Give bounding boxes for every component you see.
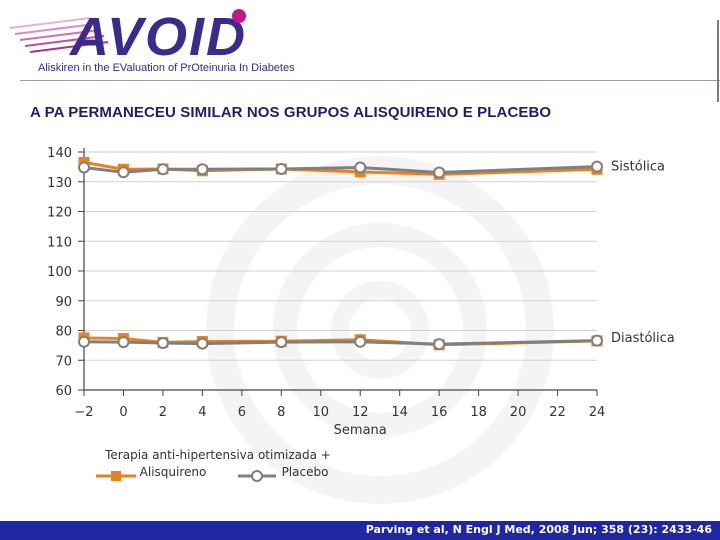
x-tick-label: 6 — [238, 405, 246, 420]
x-tick-label: 10 — [312, 405, 329, 420]
y-tick-label: 140 — [47, 146, 72, 161]
logo-subtitle: Aliskiren in the EValuation of PrOteinur… — [38, 62, 295, 74]
series-markers — [78, 156, 603, 351]
data-point-placebo — [591, 160, 603, 173]
data-point-placebo — [433, 166, 446, 179]
data-point-placebo — [354, 161, 367, 174]
data-point-placebo — [354, 335, 367, 348]
group-label: Sistólica — [611, 159, 665, 174]
y-tick-label: 90 — [55, 295, 72, 310]
logo-banner: AVOID — [0, 0, 720, 80]
data-point-placebo — [78, 161, 90, 174]
x-tick-label: 14 — [391, 405, 408, 420]
x-tick-label: 24 — [589, 405, 606, 420]
x-tick-label: 18 — [470, 405, 487, 420]
legend: Terapia anti-hipertensiva otimizada + Al… — [96, 448, 331, 482]
group-label: Diastólica — [611, 331, 675, 346]
logo-i-dot — [232, 9, 246, 23]
legend-marker-placebo — [251, 470, 263, 482]
data-point-placebo — [117, 166, 130, 179]
series-line-placebo — [83, 165, 598, 175]
x-tick-label: 0 — [119, 405, 127, 420]
logo-swoosh-lines — [9, 17, 109, 53]
footer-citation: Parving et al, N Engl J Med, 2008 Jun; 3… — [365, 523, 712, 536]
x-tick-label: 16 — [431, 405, 448, 420]
slide-title: A PA PERMANECEU SIMILAR NOS GRUPOS ALISQ… — [30, 104, 552, 121]
y-tick-label: 130 — [47, 176, 72, 191]
data-point-placebo — [275, 162, 288, 175]
x-tick-label: 8 — [277, 405, 285, 420]
data-point-placebo — [78, 335, 90, 348]
x-tick-label: 4 — [198, 405, 206, 420]
x-axis-label: Semana — [334, 423, 387, 438]
y-tick-label: 110 — [47, 235, 72, 250]
series-line-placebo — [83, 339, 598, 346]
axes — [83, 148, 597, 391]
logo-text: AVOID — [68, 7, 247, 67]
legend-title: Terapia anti-hipertensiva otimizada + — [104, 448, 331, 462]
header-divider — [20, 80, 720, 81]
y-tick-label: 120 — [47, 206, 72, 221]
y-axis-ticks: 60 70 80 90 100 110 120 130 140 — [47, 146, 84, 399]
data-point-placebo — [196, 337, 209, 350]
data-point-placebo — [433, 338, 446, 351]
legend-label: Alisquireno — [140, 465, 207, 479]
data-point-placebo — [156, 163, 169, 176]
x-axis-ticks: −2 0 2 4 6 8 10 12 14 16 18 20 22 24 — [74, 390, 605, 420]
x-tick-label: 2 — [159, 405, 167, 420]
group-labels: Sistólica Diastólica — [611, 159, 675, 346]
y-tick-label: 70 — [55, 354, 72, 369]
avoid-logo: AVOID — [9, 7, 247, 67]
x-tick-label: 20 — [510, 405, 527, 420]
series-lines — [83, 160, 598, 347]
legend-marker-aliskiren — [111, 471, 121, 481]
footer-bar: Parving et al, N Engl J Med, 2008 Jun; 3… — [0, 521, 720, 540]
x-tick-label: 22 — [549, 405, 566, 420]
data-point-placebo — [591, 334, 603, 347]
data-point-placebo — [196, 163, 209, 176]
data-point-placebo — [156, 336, 169, 349]
legend-label: Placebo — [282, 465, 329, 479]
data-point-placebo — [117, 336, 130, 349]
x-tick-label: 12 — [352, 405, 369, 420]
y-tick-label: 80 — [55, 325, 72, 340]
y-tick-label: 60 — [55, 384, 72, 399]
data-point-placebo — [275, 336, 288, 349]
header-divider-vertical — [717, 20, 719, 102]
x-tick-label: −2 — [74, 405, 93, 420]
y-tick-label: 100 — [47, 265, 72, 280]
